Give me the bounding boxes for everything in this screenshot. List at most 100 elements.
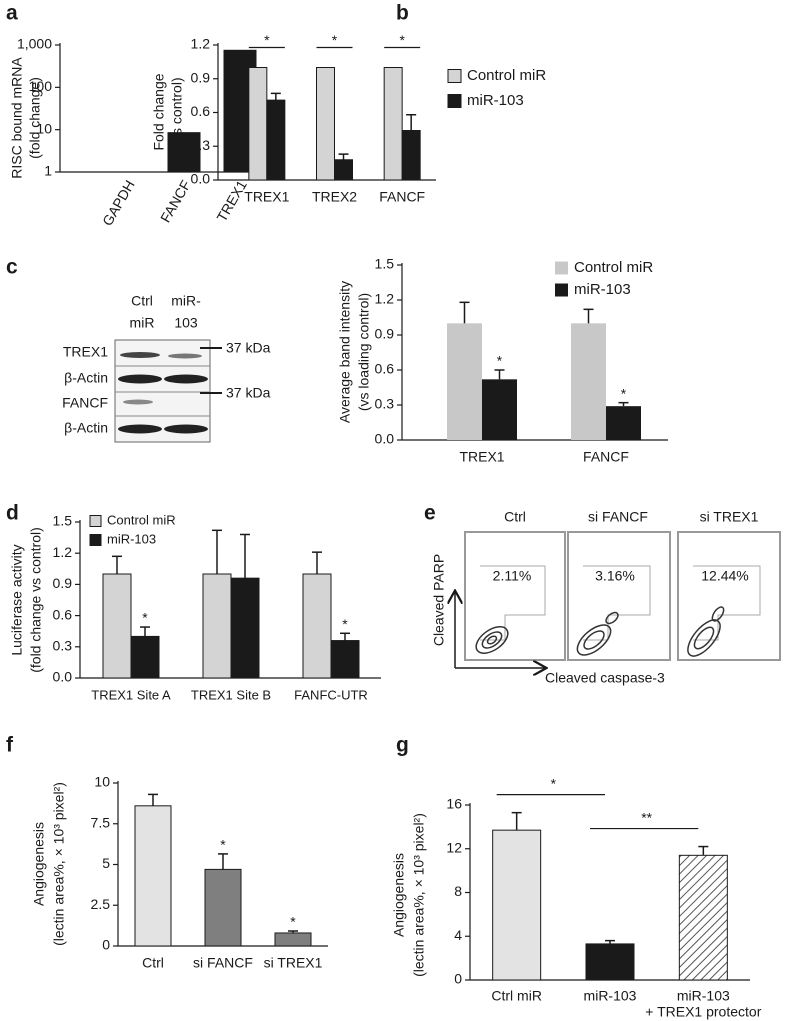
error-bar: [698, 845, 709, 856]
row-label: TREX1: [63, 344, 108, 360]
y-axis-label: (lectin area%, × 10³ pixel²): [51, 782, 67, 946]
bar: [383, 67, 403, 181]
panel-label: b: [396, 2, 409, 25]
error-bar: [312, 551, 322, 574]
y-tick-label: 8: [454, 883, 462, 899]
significance: *: [142, 610, 148, 626]
bar: [678, 854, 728, 981]
x-tick-label: GAPDH: [99, 177, 138, 228]
error-bar: [583, 308, 594, 324]
gate-percent: 3.16%: [595, 568, 635, 584]
row-label: FANCF: [62, 395, 108, 411]
y-tick-label: 1.2: [191, 36, 211, 52]
x-tick-label: Ctrl: [142, 955, 164, 971]
plot-frame: [464, 531, 566, 661]
x-tick-label: TREX1: [459, 449, 504, 465]
bar: [401, 130, 421, 181]
x-axis-label: Cleaved caspase-3: [545, 670, 665, 686]
column-header: Ctrl: [131, 293, 153, 309]
y-axis-label: (fold change vs control): [28, 527, 44, 673]
error-bar: [459, 301, 470, 324]
x-tick-label: + TREX1 protector: [645, 1004, 761, 1020]
y-tick-label: 0.3: [191, 137, 211, 153]
plot-title: si TREX1: [700, 509, 759, 525]
legend-label: miR-103: [574, 281, 631, 298]
band: [120, 352, 160, 358]
x-tick-label: miR-103: [584, 988, 637, 1004]
gate-percent: 12.44%: [701, 568, 748, 584]
gate: [693, 565, 761, 641]
y-axis-label: (vs control): [169, 77, 185, 146]
error-bar: [618, 401, 629, 407]
y-tick-label: 0.9: [191, 69, 211, 85]
legend-swatch: [89, 515, 102, 527]
plot-title: Ctrl: [504, 509, 526, 525]
legend-swatch: [447, 69, 462, 83]
error-bar: [288, 930, 298, 933]
legend-label: miR-103: [467, 92, 524, 109]
significance: *: [332, 32, 338, 48]
bar: [606, 406, 641, 440]
marker-label: 37 kDa: [226, 340, 271, 356]
panel-label: g: [396, 734, 409, 757]
y-tick-label: 0.3: [53, 638, 73, 654]
y-tick-label: 4: [454, 927, 462, 943]
bar: [482, 379, 517, 440]
y-tick-label: 2.5: [91, 896, 111, 912]
significance: *: [264, 32, 270, 48]
gate: [583, 565, 651, 641]
bar: [571, 323, 606, 440]
legend-label: Control miR: [467, 67, 546, 84]
panel-label: a: [6, 2, 18, 25]
y-axis-label: (lectin area%, × 10³ pixel²): [411, 813, 427, 977]
y-tick-label: 1,000: [17, 36, 52, 52]
x-tick-label: miR-103: [677, 988, 730, 1004]
significance: **: [641, 809, 652, 825]
x-tick-label: si TREX1: [264, 955, 323, 971]
bar: [316, 67, 335, 181]
x-tick-label: si FANCF: [193, 955, 253, 971]
bar: [302, 573, 332, 679]
y-tick-label: 0.0: [191, 171, 211, 187]
significance: *: [290, 914, 296, 930]
column-header: miR: [130, 315, 155, 331]
y-tick-label: 0.3: [375, 396, 395, 412]
significance: *: [621, 385, 627, 401]
panel-label: f: [6, 734, 14, 757]
bar: [585, 943, 635, 981]
x-tick-label: FANCF: [583, 449, 629, 465]
y-tick-label: 1.2: [375, 291, 395, 307]
y-tick-label: 5: [102, 855, 110, 871]
gate-percent: 2.11%: [493, 568, 532, 584]
column-header: miR-: [171, 293, 201, 309]
error-bar: [270, 92, 281, 101]
y-tick-label: 7.5: [91, 814, 111, 830]
bar: [447, 323, 482, 440]
error-bar: [218, 853, 228, 870]
y-tick-label: 12: [446, 839, 462, 855]
y-tick-label: 0.9: [375, 326, 395, 342]
flow-cytometry: e Ctrl si FANCF si TREX1 2.11% 3.16% 12.…: [424, 502, 781, 686]
y-tick-label: 1.5: [375, 256, 395, 272]
marker-label: 37 kDa: [226, 385, 271, 401]
panel-label: d: [6, 502, 19, 525]
y-tick-label: 0: [454, 971, 462, 987]
bar: [230, 577, 260, 679]
band: [164, 424, 208, 434]
y-axis-label: Fold change: [151, 73, 167, 150]
error-bar: [112, 555, 122, 574]
y-tick-label: 0.0: [53, 669, 73, 685]
y-tick-label: 16: [446, 796, 462, 812]
legend-label: Control miR: [107, 512, 176, 527]
significance: *: [342, 616, 348, 632]
bar: [130, 635, 160, 679]
error-bar: [605, 939, 615, 944]
significance: *: [551, 775, 557, 791]
panel-label: e: [424, 502, 436, 525]
bar: [204, 868, 242, 947]
y-tick-label: 10: [36, 120, 52, 136]
x-tick-label: FANCF: [379, 189, 425, 205]
y-axis-label: (fold change): [27, 77, 43, 159]
y-tick-label: 1.2: [53, 544, 73, 560]
